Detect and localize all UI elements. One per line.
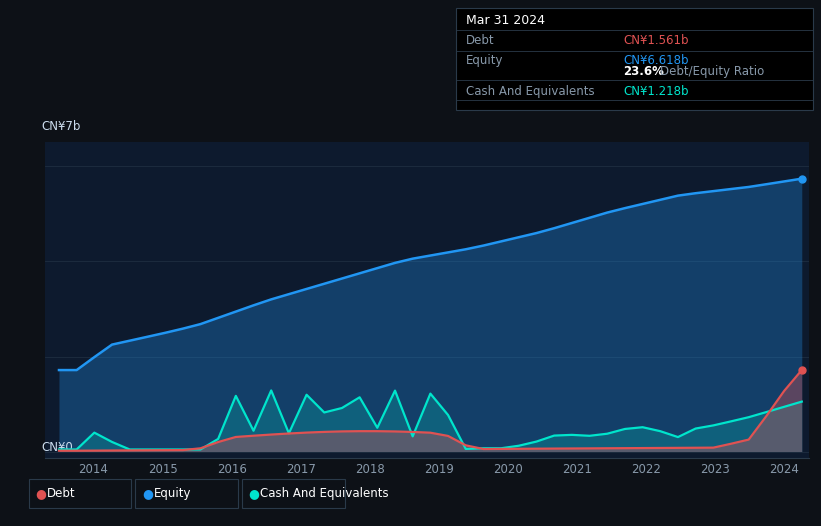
Text: ●: ● [142,487,153,500]
Text: ●: ● [35,487,46,500]
Text: 23.6%: 23.6% [623,65,664,78]
Text: Equity: Equity [154,487,191,500]
Text: Debt: Debt [47,487,76,500]
Text: CN¥0: CN¥0 [41,441,73,454]
Text: CN¥7b: CN¥7b [41,119,80,133]
Text: CN¥1.561b: CN¥1.561b [623,34,689,47]
Text: Cash And Equivalents: Cash And Equivalents [260,487,389,500]
Text: Debt/Equity Ratio: Debt/Equity Ratio [660,65,764,78]
Text: CN¥6.618b: CN¥6.618b [623,54,689,67]
Text: Mar 31 2024: Mar 31 2024 [466,14,544,27]
Text: CN¥1.218b: CN¥1.218b [623,86,689,98]
Text: ●: ● [249,487,259,500]
Text: Equity: Equity [466,54,503,67]
Text: Cash And Equivalents: Cash And Equivalents [466,86,594,98]
Text: Debt: Debt [466,34,494,47]
